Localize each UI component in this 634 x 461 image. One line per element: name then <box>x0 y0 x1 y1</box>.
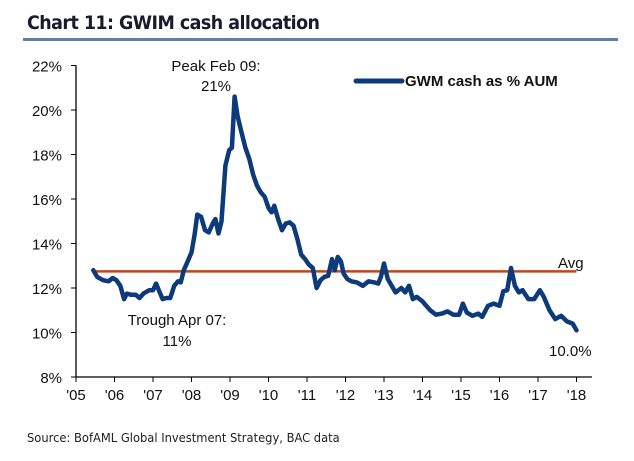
trough-annotation-line1: Trough Apr 07: <box>128 312 227 329</box>
y-tick-label: 22% <box>32 59 62 76</box>
x-tick-label: '09 <box>220 387 240 404</box>
annotations: Peak Feb 09: 21% Trough Apr 07: 11% Avg … <box>128 58 592 360</box>
x-tick-label: '16 <box>490 387 510 404</box>
y-tick-label: 12% <box>32 281 62 298</box>
peak-annotation-line2: 21% <box>201 78 231 95</box>
peak-annotation-line1: Peak Feb 09: <box>171 58 260 75</box>
trough-annotation-line2: 11% <box>163 333 192 350</box>
y-axis-ticks: 8% 10% 12% 14% 16% 18% 20% 22% <box>32 59 76 387</box>
x-tick-label: '12 <box>336 387 356 404</box>
source-note: Source: BofAML Global Investment Strateg… <box>27 430 340 445</box>
cash-allocation-series-line <box>91 94 579 333</box>
last-value-label: 10.0% <box>549 343 592 360</box>
x-tick-label: '13 <box>374 387 394 404</box>
y-tick-label: 14% <box>32 237 62 254</box>
x-tick-label: '18 <box>567 387 587 404</box>
y-tick-label: 8% <box>40 370 62 387</box>
x-tick-label: '06 <box>105 387 125 404</box>
x-tick-label: '14 <box>413 387 433 404</box>
x-tick-label: '07 <box>143 387 163 404</box>
chart-title: Chart 11: GWIM cash allocation <box>27 12 320 34</box>
x-tick-label: '08 <box>182 387 202 404</box>
x-tick-label: '10 <box>259 387 279 404</box>
x-axis-ticks: '05 '06 '07 '08 '09 '10 '11 '12 '13 '14 '15 '16 '17 '… <box>66 377 586 404</box>
series-group <box>91 94 579 333</box>
y-tick-label: 10% <box>32 326 62 343</box>
y-tick-label: 16% <box>32 192 62 209</box>
legend-label: GWM cash as % AUM <box>405 73 558 90</box>
x-tick-label: '05 <box>66 387 86 404</box>
x-tick-label: '11 <box>298 387 316 404</box>
x-tick-label: '17 <box>528 387 548 404</box>
axes <box>75 65 592 378</box>
avg-label: Avg <box>558 255 584 272</box>
legend: GWM cash as % AUM <box>353 73 558 90</box>
y-tick-label: 18% <box>32 148 62 165</box>
x-tick-label: '15 <box>451 387 471 404</box>
title-divider <box>23 38 618 41</box>
y-tick-label: 20% <box>32 103 62 120</box>
